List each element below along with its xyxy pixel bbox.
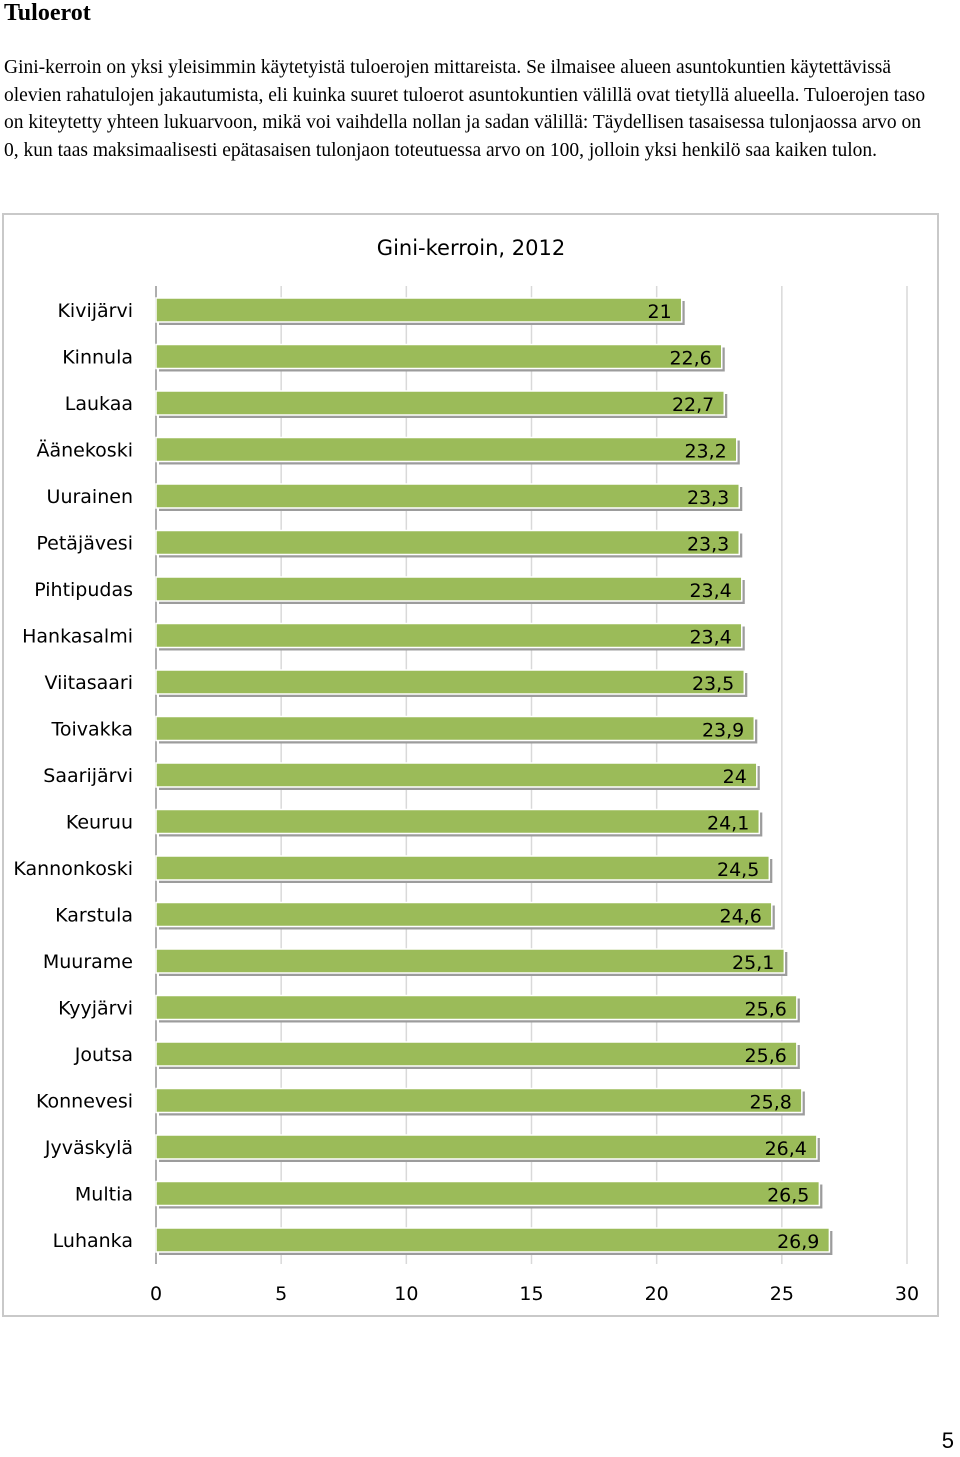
bar xyxy=(155,901,773,928)
category-label: Viitasaari xyxy=(44,672,133,694)
category-label: Konnevesi xyxy=(36,1091,133,1113)
value-label: 23,9 xyxy=(702,720,744,742)
category-label: Luhanka xyxy=(53,1230,133,1252)
x-tick-label: 20 xyxy=(645,1283,669,1305)
bar xyxy=(155,576,743,602)
bar xyxy=(155,994,798,1021)
value-label: 23,3 xyxy=(687,534,729,556)
category-label: Petäjävesi xyxy=(36,533,133,555)
category-label: Karstula xyxy=(55,905,133,927)
value-label: 24 xyxy=(723,766,747,788)
bar xyxy=(155,483,741,509)
category-label: Laukaa xyxy=(65,393,133,415)
category-label: Hankasalmi xyxy=(22,626,133,648)
category-label: Muurame xyxy=(43,951,133,973)
value-label: 26,4 xyxy=(765,1138,807,1160)
value-label: 23,2 xyxy=(684,441,726,463)
x-tick-label: 5 xyxy=(275,1283,287,1305)
bar xyxy=(155,1134,818,1160)
x-tick-label: 10 xyxy=(394,1283,418,1305)
x-tick-label: 0 xyxy=(150,1283,162,1305)
x-tick-label: 30 xyxy=(895,1283,919,1305)
bar xyxy=(155,1041,798,1067)
value-label: 25,1 xyxy=(732,952,774,974)
category-label: Uurainen xyxy=(47,486,133,508)
chart-title: Gini-kerroin, 2012 xyxy=(377,236,565,260)
value-label: 25,6 xyxy=(745,999,787,1021)
bar xyxy=(155,622,743,649)
value-label: 22,7 xyxy=(672,394,714,416)
bar xyxy=(155,715,756,742)
category-label: Äänekoski xyxy=(36,439,133,462)
bar xyxy=(155,343,723,370)
value-label: 25,6 xyxy=(745,1045,787,1067)
bar xyxy=(155,529,741,556)
page-heading: Tuloerot xyxy=(4,0,91,26)
category-label: Kyyjärvi xyxy=(58,998,133,1020)
category-label: Kannonkoski xyxy=(13,858,133,880)
category-label: Multia xyxy=(75,1184,133,1206)
value-label: 23,4 xyxy=(689,580,731,602)
category-label: Kivijärvi xyxy=(57,300,133,322)
bar xyxy=(155,762,758,788)
value-label: 22,6 xyxy=(669,348,711,370)
bar xyxy=(155,1227,831,1253)
bar xyxy=(155,297,683,323)
bar xyxy=(155,1087,803,1114)
bar xyxy=(155,808,761,835)
bar xyxy=(155,669,746,695)
bar xyxy=(155,948,786,974)
value-label: 23,4 xyxy=(689,627,731,649)
category-label: Joutsa xyxy=(74,1044,133,1066)
x-tick-label: 15 xyxy=(519,1283,543,1305)
category-label: Pihtipudas xyxy=(34,579,133,601)
category-label: Saarijärvi xyxy=(43,765,133,787)
value-label: 26,5 xyxy=(767,1185,809,1207)
value-label: 24,6 xyxy=(720,906,762,928)
value-label: 26,9 xyxy=(777,1231,819,1253)
value-label: 24,5 xyxy=(717,859,759,881)
category-label: Jyväskylä xyxy=(44,1137,133,1159)
bar xyxy=(155,390,726,416)
page-number: 5 xyxy=(941,1428,954,1453)
value-label: 23,5 xyxy=(692,673,734,695)
category-label: Kinnula xyxy=(62,347,133,369)
intro-paragraph: Gini-kerroin on yksi yleisimmin käytetyi… xyxy=(4,57,926,161)
bar xyxy=(155,855,771,881)
x-tick-label: 25 xyxy=(770,1283,794,1305)
value-label: 21 xyxy=(648,301,672,323)
value-label: 24,1 xyxy=(707,813,749,835)
bar xyxy=(155,1180,821,1207)
category-label: Toivakka xyxy=(51,719,133,741)
value-label: 23,3 xyxy=(687,487,729,509)
bar xyxy=(155,436,738,463)
value-label: 25,8 xyxy=(750,1092,792,1114)
category-label: Keuruu xyxy=(66,812,133,834)
